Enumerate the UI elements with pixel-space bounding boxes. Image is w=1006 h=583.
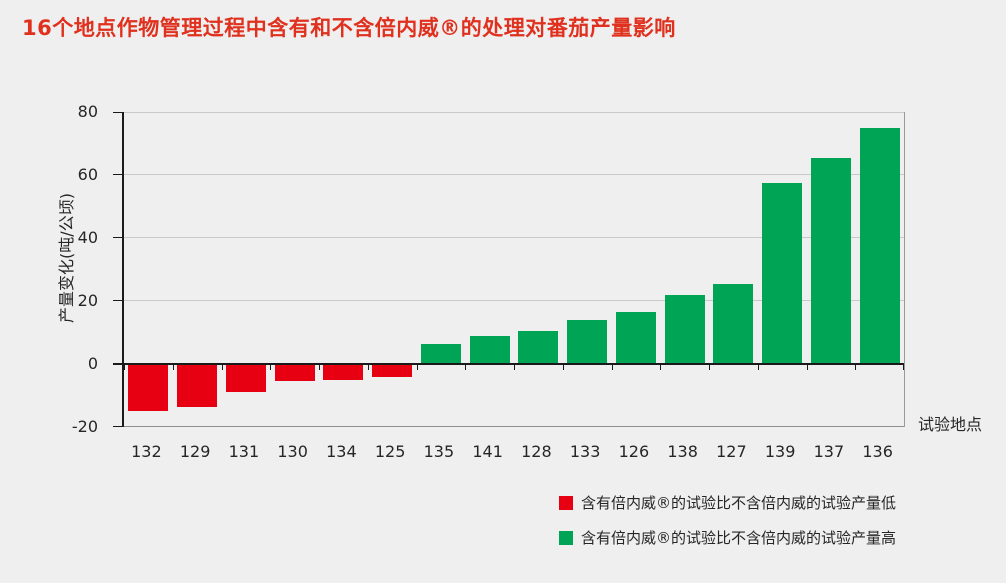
bar-133 (567, 319, 608, 364)
bar-141 (469, 335, 510, 364)
bar-127 (713, 283, 754, 364)
bar-130 (274, 364, 315, 382)
x-tick-label-128: 128 (521, 442, 552, 461)
x-tick-label-141: 141 (472, 442, 503, 461)
x-axis-tick (562, 364, 564, 370)
x-axis-tick (660, 364, 662, 370)
y-tick-label: 0 (87, 354, 98, 373)
x-tick-label-133: 133 (569, 442, 601, 461)
plot-area (113, 112, 905, 427)
x-tick-label-131: 131 (228, 442, 260, 461)
y-axis-tick-80 (113, 112, 122, 113)
x-tick-label-126: 126 (618, 442, 650, 461)
y-tick-label: 40 (77, 228, 98, 247)
y-tick-label: 60 (77, 165, 98, 184)
legend: 含有倍内威®的试验比不含倍内威的试验产量低 含有倍内威®的试验比不含倍内威的试验产… (559, 492, 896, 548)
x-axis-tick (903, 364, 904, 370)
bar-136 (859, 127, 900, 364)
y-axis-tick-0 (113, 363, 122, 365)
bar-137 (810, 157, 851, 364)
x-axis-tick (319, 364, 320, 370)
x-axis-tick (709, 364, 710, 370)
x-tick-label-139: 139 (764, 442, 796, 461)
x-tick-label-125: 125 (374, 442, 406, 461)
gridline-40 (124, 237, 904, 238)
x-axis-tick (611, 364, 613, 370)
y-axis-tick-40 (113, 237, 122, 238)
x-tick-label-136: 136 (862, 442, 893, 461)
gridline-60 (124, 174, 904, 175)
y-axis-tick--20 (113, 426, 122, 427)
x-tick-label-137: 137 (813, 442, 845, 461)
y-tick-label: 20 (77, 291, 98, 310)
bar-125 (372, 364, 413, 377)
gridline-80 (124, 112, 904, 113)
bar-139 (762, 182, 803, 364)
x-axis-tick (367, 364, 369, 370)
x-axis-tick (806, 364, 808, 370)
y-tick-label: 80 (77, 102, 98, 121)
y-axis-tick-60 (113, 174, 122, 175)
bar-138 (664, 294, 705, 364)
x-tick-label-132: 132 (131, 442, 162, 461)
legend-item-1: 含有倍内威®的试验比不含倍内威的试验产量高 (559, 527, 896, 548)
y-axis-tick-20 (113, 300, 122, 301)
legend-swatch-icon (559, 530, 573, 545)
x-tick-label-130: 130 (277, 442, 308, 461)
bar-132 (128, 364, 169, 412)
y-tick-label: -20 (71, 417, 98, 436)
chart-title: 16个地点作物管理过程中含有和不含倍内威®的处理对番茄产量影响 (22, 16, 676, 40)
x-axis-tick (124, 364, 125, 370)
legend-swatch-icon (559, 495, 573, 510)
bar-126 (615, 312, 656, 364)
bar-129 (177, 364, 218, 407)
bar-131 (225, 364, 266, 393)
x-tick-label-138: 138 (667, 442, 698, 461)
x-axis-labels: 132 129 131 130 134 125 135 141 128 133 126 138 127 1… (122, 442, 902, 461)
x-axis-tick (416, 364, 418, 370)
legend-item-0: 含有倍内威®的试验比不含倍内威的试验产量低 (559, 492, 896, 513)
x-axis-tick (855, 364, 857, 370)
legend-label: 含有倍内威®的试验比不含倍内威的试验产量低 (581, 494, 897, 512)
x-axis-caption: 试验地点 (918, 415, 983, 434)
x-axis-tick (172, 364, 174, 370)
gridline--20 (124, 426, 904, 427)
x-axis-tick (221, 364, 223, 370)
x-tick-label-127: 127 (716, 442, 747, 461)
x-tick-label-129: 129 (179, 442, 211, 461)
x-tick-label-135: 135 (423, 442, 455, 461)
x-axis-tick (757, 364, 759, 370)
legend-label: 含有倍内威®的试验比不含倍内威的试验产量高 (581, 529, 897, 547)
bar-135 (420, 343, 461, 364)
gridline-20 (124, 300, 904, 301)
x-axis-tick (465, 364, 467, 370)
x-tick-label-134: 134 (326, 442, 357, 461)
x-axis-tick (514, 364, 515, 370)
bar-134 (323, 364, 364, 380)
bar-128 (518, 330, 559, 364)
x-axis-tick (270, 364, 272, 370)
